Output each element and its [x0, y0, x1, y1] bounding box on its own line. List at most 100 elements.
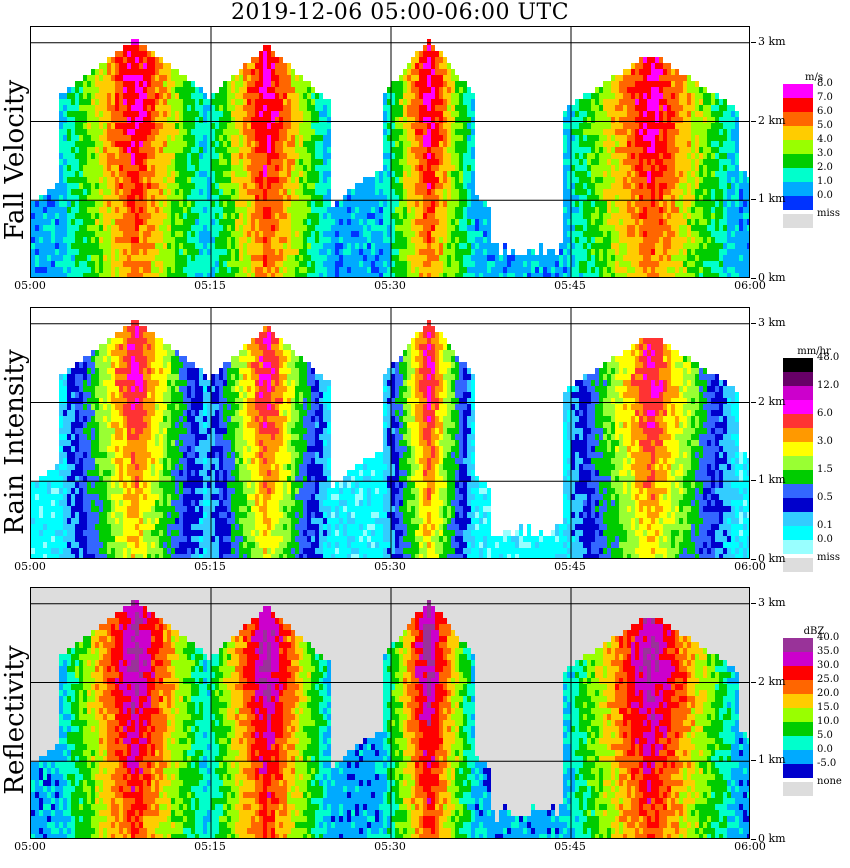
- heatmap-cell: [159, 201, 163, 207]
- heatmap-cell: [87, 159, 91, 165]
- heatmap-cell: [707, 117, 711, 123]
- heatmap-cell: [531, 273, 535, 277]
- heatmap-cell: [639, 177, 643, 183]
- heatmap-cell: [215, 117, 219, 123]
- heatmap-cell: [455, 141, 459, 147]
- heatmap-cell: [327, 237, 331, 243]
- heatmap-cell: [667, 117, 671, 123]
- heatmap-cell: [251, 207, 255, 213]
- heatmap-cell: [419, 201, 423, 207]
- heatmap-cell: [391, 93, 395, 99]
- heatmap-cell: [247, 231, 251, 237]
- heatmap-cell: [555, 255, 559, 261]
- heatmap-cell: [651, 243, 655, 249]
- heatmap-cell: [175, 159, 179, 165]
- heatmap-cell: [727, 135, 731, 141]
- heatmap-cell: [639, 147, 643, 153]
- heatmap-cell: [683, 213, 687, 219]
- heatmap-cell: [143, 123, 147, 129]
- heatmap-cell: [67, 129, 71, 135]
- heatmap-cell: [655, 249, 659, 255]
- heatmap-cell: [643, 177, 647, 183]
- heatmap-cell: [139, 237, 143, 243]
- heatmap-cell: [327, 189, 331, 195]
- heatmap-cell: [647, 267, 651, 273]
- heatmap-cell: [387, 261, 391, 267]
- heatmap-cell: [183, 159, 187, 165]
- heatmap-cell: [587, 237, 591, 243]
- heatmap-cell: [459, 273, 463, 277]
- heatmap-cell: [471, 225, 475, 231]
- heatmap-cell: [659, 87, 663, 93]
- heatmap-cell: [135, 201, 139, 207]
- heatmap-cell: [119, 135, 123, 141]
- heatmap-cell: [71, 135, 75, 141]
- heatmap-cell: [175, 87, 179, 93]
- heatmap-cell: [719, 123, 723, 129]
- heatmap-cell: [447, 147, 451, 153]
- heatmap-cell: [567, 159, 571, 165]
- heatmap-cell: [71, 117, 75, 123]
- heatmap-cell: [423, 81, 427, 87]
- heatmap-cell: [191, 183, 195, 189]
- heatmap-cell: [307, 171, 311, 177]
- heatmap-cell: [583, 93, 587, 99]
- heatmap-cell: [299, 189, 303, 195]
- heatmap-cell: [119, 183, 123, 189]
- heatmap-cell: [627, 201, 631, 207]
- heatmap-cell: [555, 273, 559, 277]
- heatmap-cell: [691, 123, 695, 129]
- heatmap-cell: [419, 261, 423, 267]
- heatmap-cell: [455, 189, 459, 195]
- heatmap-cell: [627, 231, 631, 237]
- heatmap-cell: [647, 117, 651, 123]
- heatmap-cell: [151, 105, 155, 111]
- heatmap-cell: [123, 105, 127, 111]
- heatmap-cell: [699, 177, 703, 183]
- heatmap-cell: [231, 225, 235, 231]
- heatmap-cell: [123, 153, 127, 159]
- heatmap-cell: [479, 213, 483, 219]
- heatmap-cell: [655, 273, 659, 277]
- heatmap-cell: [43, 201, 47, 207]
- heatmap-cell: [259, 273, 263, 277]
- heatmap-cell: [307, 129, 311, 135]
- heatmap-cell: [627, 255, 631, 261]
- heatmap-cell: [155, 117, 159, 123]
- heatmap-cell: [399, 243, 403, 249]
- heatmap-cell: [687, 147, 691, 153]
- heatmap-cell: [83, 123, 87, 129]
- heatmap-cell: [119, 237, 123, 243]
- heatmap-cell: [191, 177, 195, 183]
- heatmap-cell: [143, 129, 147, 135]
- heatmap-cell: [619, 75, 623, 81]
- heatmap-cell: [179, 141, 183, 147]
- heatmap-cell: [139, 129, 143, 135]
- heatmap-cell: [71, 93, 75, 99]
- heatmap-cell: [67, 135, 71, 141]
- heatmap-cell: [127, 207, 131, 213]
- heatmap-cell: [183, 135, 187, 141]
- heatmap-cell: [307, 159, 311, 165]
- heatmap-cell: [379, 255, 383, 261]
- heatmap-cell: [427, 39, 431, 45]
- heatmap-cell: [239, 129, 243, 135]
- heatmap-cell: [671, 105, 675, 111]
- heatmap-cell: [127, 255, 131, 261]
- heatmap-cell: [595, 231, 599, 237]
- heatmap-cell: [79, 177, 83, 183]
- heatmap-cell: [315, 183, 319, 189]
- heatmap-cell: [71, 123, 75, 129]
- heatmap-cell: [575, 105, 579, 111]
- heatmap-cell: [271, 63, 275, 69]
- heatmap-cell: [671, 237, 675, 243]
- heatmap-cell: [675, 69, 679, 75]
- heatmap-cell: [115, 243, 119, 249]
- heatmap-cell: [575, 135, 579, 141]
- heatmap-cell: [563, 237, 567, 243]
- heatmap-cell: [659, 243, 663, 249]
- heatmap-cell: [163, 135, 167, 141]
- heatmap-cell: [239, 219, 243, 225]
- heatmap-cell: [607, 183, 611, 189]
- heatmap-cell: [359, 261, 363, 267]
